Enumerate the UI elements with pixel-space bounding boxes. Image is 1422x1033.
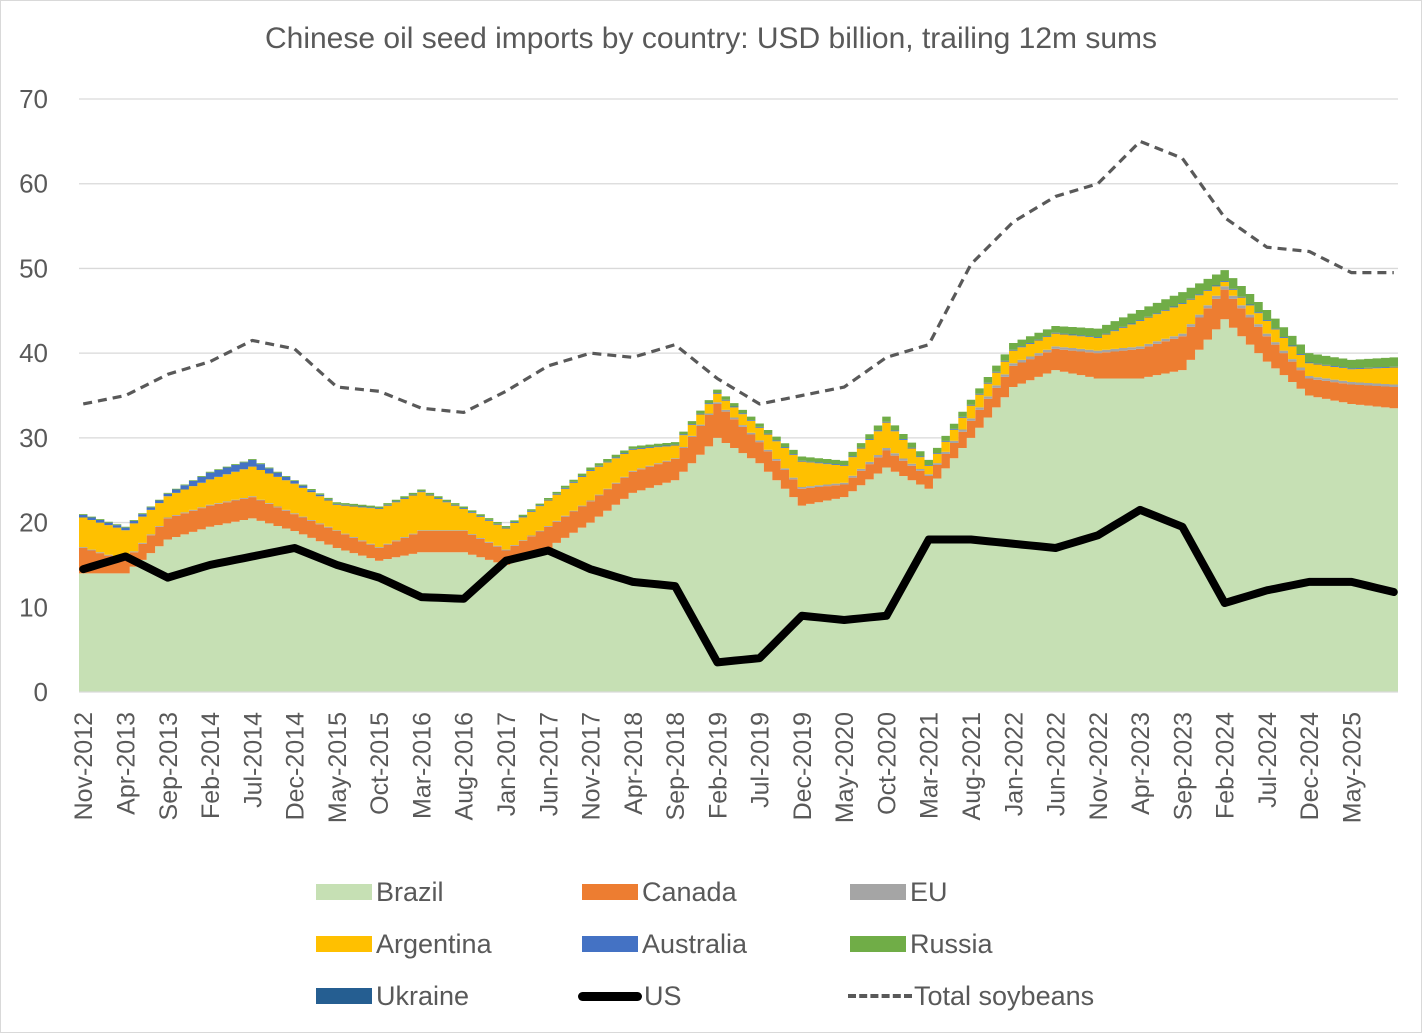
legend-label-argentina: Argentina [376, 928, 492, 959]
area-canada [79, 289, 1398, 574]
legend-swatch-brazil [316, 884, 372, 900]
x-tick-label: Mar-2021 [916, 712, 944, 819]
x-tick-label: May-2020 [831, 712, 859, 823]
legend-item-brazil: Brazil [316, 872, 444, 912]
area-argentina [79, 281, 1398, 560]
x-tick-label: May-2015 [324, 712, 352, 823]
x-tick-label: Feb-2024 [1212, 712, 1240, 819]
legend-line-us [578, 991, 642, 1001]
y-tick-label: 10 [19, 592, 48, 622]
x-tick-label: Dec-2024 [1296, 712, 1324, 820]
legend-item-us: US [578, 976, 682, 1016]
y-axis: 0 10 20 30 40 50 60 70 [19, 84, 48, 707]
x-tick-label: Dec-2014 [282, 712, 310, 820]
x-tick-label: Dec-2019 [789, 712, 817, 820]
x-tick-label: Jun-2017 [535, 712, 563, 816]
legend: Brazil Canada EU Argentina Australia Rus… [316, 868, 1216, 1028]
legend-item-canada: Canada [582, 872, 737, 912]
y-tick-label: 20 [19, 508, 48, 538]
x-tick-label: Mar-2016 [408, 712, 436, 819]
x-tick-label: Apr-2013 [113, 712, 141, 815]
legend-item-australia: Australia [582, 924, 747, 964]
legend-label-us: US [644, 980, 682, 1011]
legend-swatch-russia [850, 936, 906, 952]
x-tick-label: Aug-2021 [958, 712, 986, 820]
y-tick-label: 50 [19, 253, 48, 283]
x-tick-label: Feb-2019 [704, 712, 732, 819]
x-tick-label: Jul-2019 [747, 712, 775, 808]
line-series [79, 139, 1398, 667]
legend-item-argentina: Argentina [316, 924, 492, 964]
x-tick-label: Nov-2017 [578, 712, 606, 820]
legend-swatch-eu [850, 884, 906, 900]
legend-label-russia: Russia [910, 928, 993, 959]
x-tick-label: Jul-2024 [1254, 712, 1282, 808]
legend-swatch-australia [582, 936, 638, 952]
x-tick-label: Jan-2022 [1000, 712, 1028, 816]
x-tick-label: Oct-2020 [873, 712, 901, 815]
legend-swatch-canada [582, 884, 638, 900]
legend-swatch-ukraine [316, 988, 372, 1004]
legend-item-total-soybeans: Total soybeans [848, 976, 1094, 1016]
legend-label-eu: EU [910, 876, 948, 907]
x-tick-label: Aug-2016 [451, 712, 479, 820]
legend-label-australia: Australia [642, 928, 748, 959]
legend-label-brazil: Brazil [376, 876, 444, 907]
legend-label-total-soybeans: Total soybeans [914, 980, 1095, 1011]
x-tick-label: Sep-2013 [155, 712, 183, 820]
stacked-areas [79, 270, 1398, 692]
area-russia [79, 270, 1398, 528]
x-tick-label: Sep-2023 [1169, 712, 1197, 820]
legend-item-ukraine: Ukraine [316, 976, 469, 1016]
x-tick-label: Nov-2022 [1085, 712, 1113, 820]
x-tick-label: Nov-2012 [70, 712, 98, 820]
legend-label-canada: Canada [642, 876, 737, 907]
chart-title: Chinese oil seed imports by country: USD… [264, 22, 1158, 55]
y-tick-label: 70 [19, 84, 48, 114]
legend-label-ukraine: Ukraine [376, 980, 470, 1011]
line-us [79, 505, 1398, 667]
legend-item-eu: EU [850, 872, 948, 912]
y-tick-label: 60 [19, 169, 48, 199]
line-total-soybeans [82, 139, 1394, 415]
x-tick-label: Oct-2015 [366, 712, 394, 815]
x-tick-label: Sep-2018 [662, 712, 690, 820]
legend-line-total-soybeans [848, 994, 912, 998]
area-brazil [79, 319, 1398, 692]
x-axis: Nov-2012 Apr-2013 Sep-2013 Feb-2014 Jul-2014… [70, 691, 1398, 823]
legend-swatch-argentina [316, 936, 372, 952]
y-tick-label: 0 [34, 677, 48, 707]
x-tick-label: Apr-2023 [1127, 712, 1155, 815]
x-tick-label: Feb-2014 [197, 712, 225, 819]
x-tick-label: Jan-2017 [493, 712, 521, 816]
x-tick-label: May-2025 [1339, 712, 1367, 823]
x-tick-label: Jul-2014 [239, 712, 267, 808]
x-tick-label: Jun-2022 [1043, 712, 1071, 816]
legend-item-russia: Russia [850, 924, 993, 964]
y-tick-label: 30 [19, 423, 48, 453]
y-tick-label: 40 [19, 338, 48, 368]
x-tick-label: Apr-2018 [620, 712, 648, 815]
